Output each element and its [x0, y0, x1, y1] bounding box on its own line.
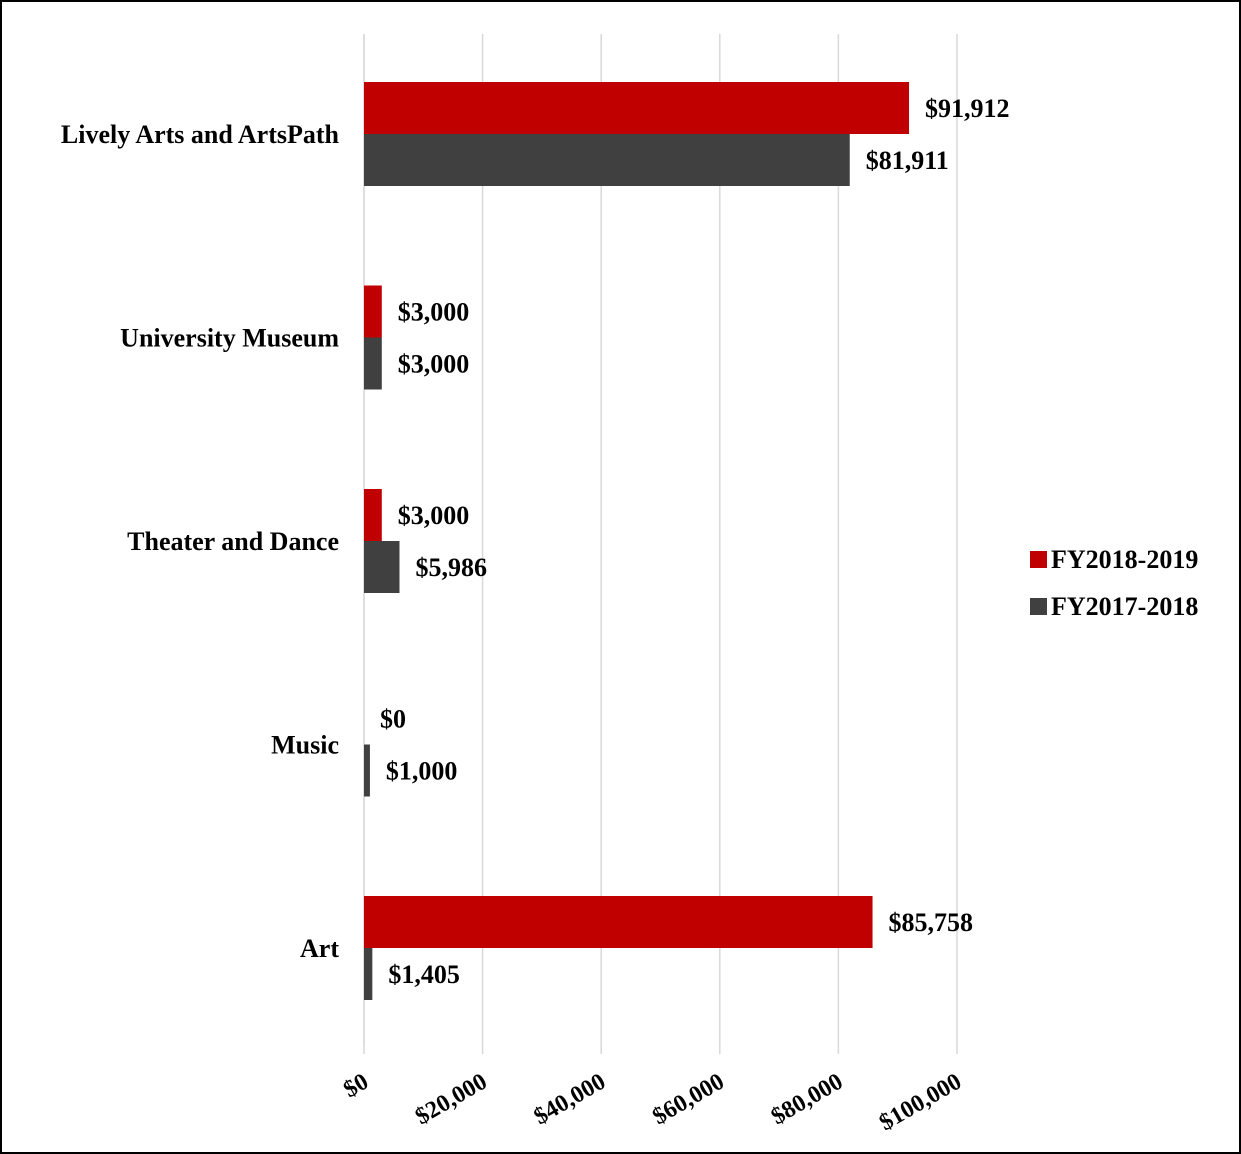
- data-label: $0: [380, 705, 406, 734]
- x-tick-label: $100,000: [875, 1069, 966, 1137]
- category-label: University Museum: [120, 324, 339, 353]
- x-tick-label: $40,000: [530, 1069, 611, 1131]
- x-tick-label: $0: [339, 1069, 373, 1104]
- category-label: Theater and Dance: [127, 527, 339, 556]
- data-label: $1,405: [388, 960, 460, 989]
- bar: [364, 948, 373, 1000]
- data-label: $85,758: [889, 908, 974, 937]
- category-label: Music: [271, 731, 339, 760]
- data-label: $3,000: [398, 298, 470, 327]
- bar: [364, 134, 850, 186]
- x-tick-label: $60,000: [648, 1069, 729, 1131]
- data-label: $5,986: [415, 553, 487, 582]
- bar: [364, 541, 400, 593]
- data-label: $81,911: [866, 146, 949, 175]
- bar: [364, 489, 382, 541]
- data-label: $3,000: [398, 350, 470, 379]
- data-label: $1,000: [386, 757, 458, 786]
- legend-swatch: [1030, 551, 1047, 568]
- x-tick-label: $80,000: [767, 1069, 848, 1131]
- data-label: $91,912: [925, 94, 1010, 123]
- legend-label: FY2017-2018: [1051, 592, 1198, 621]
- legend-label: FY2018-2019: [1051, 545, 1198, 574]
- legend-swatch: [1030, 598, 1047, 615]
- category-label: Lively Arts and ArtsPath: [61, 120, 340, 149]
- bar: [364, 896, 873, 948]
- bar: [364, 337, 382, 390]
- x-tick-label: $20,000: [411, 1069, 492, 1131]
- bar: [364, 82, 910, 134]
- category-label: Art: [300, 934, 339, 963]
- bar: [364, 285, 382, 338]
- data-label: $3,000: [398, 501, 470, 530]
- bar: [364, 744, 370, 797]
